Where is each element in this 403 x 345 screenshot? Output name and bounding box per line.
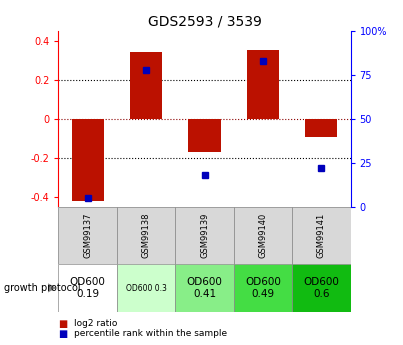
- Text: log2 ratio: log2 ratio: [74, 319, 117, 328]
- Bar: [58, 264, 117, 312]
- Bar: [175, 207, 234, 264]
- Title: GDS2593 / 3539: GDS2593 / 3539: [147, 14, 262, 29]
- Text: OD600
0.6: OD600 0.6: [303, 277, 339, 299]
- Bar: [130, 51, 162, 119]
- Bar: [247, 50, 279, 119]
- Text: ■: ■: [58, 329, 68, 339]
- Text: GSM99141: GSM99141: [317, 213, 326, 258]
- Text: OD600
0.49: OD600 0.49: [245, 277, 281, 299]
- Text: GSM99138: GSM99138: [141, 213, 151, 258]
- Bar: [58, 207, 117, 264]
- Bar: [292, 264, 351, 312]
- Polygon shape: [48, 283, 56, 293]
- Bar: [189, 119, 220, 152]
- Text: GSM99137: GSM99137: [83, 213, 92, 258]
- Bar: [234, 207, 292, 264]
- Text: OD600
0.41: OD600 0.41: [187, 277, 222, 299]
- Text: GSM99139: GSM99139: [200, 213, 209, 258]
- Text: OD600
0.19: OD600 0.19: [70, 277, 106, 299]
- Bar: [117, 264, 175, 312]
- Bar: [175, 264, 234, 312]
- Text: GSM99140: GSM99140: [258, 213, 268, 258]
- Text: OD600 0.3: OD600 0.3: [126, 284, 166, 293]
- Bar: [234, 264, 292, 312]
- Bar: [305, 119, 337, 137]
- Text: growth protocol: growth protocol: [4, 283, 81, 293]
- Bar: [292, 207, 351, 264]
- Bar: [117, 207, 175, 264]
- Text: ■: ■: [58, 319, 68, 328]
- Bar: [72, 119, 104, 201]
- Text: percentile rank within the sample: percentile rank within the sample: [74, 329, 227, 338]
